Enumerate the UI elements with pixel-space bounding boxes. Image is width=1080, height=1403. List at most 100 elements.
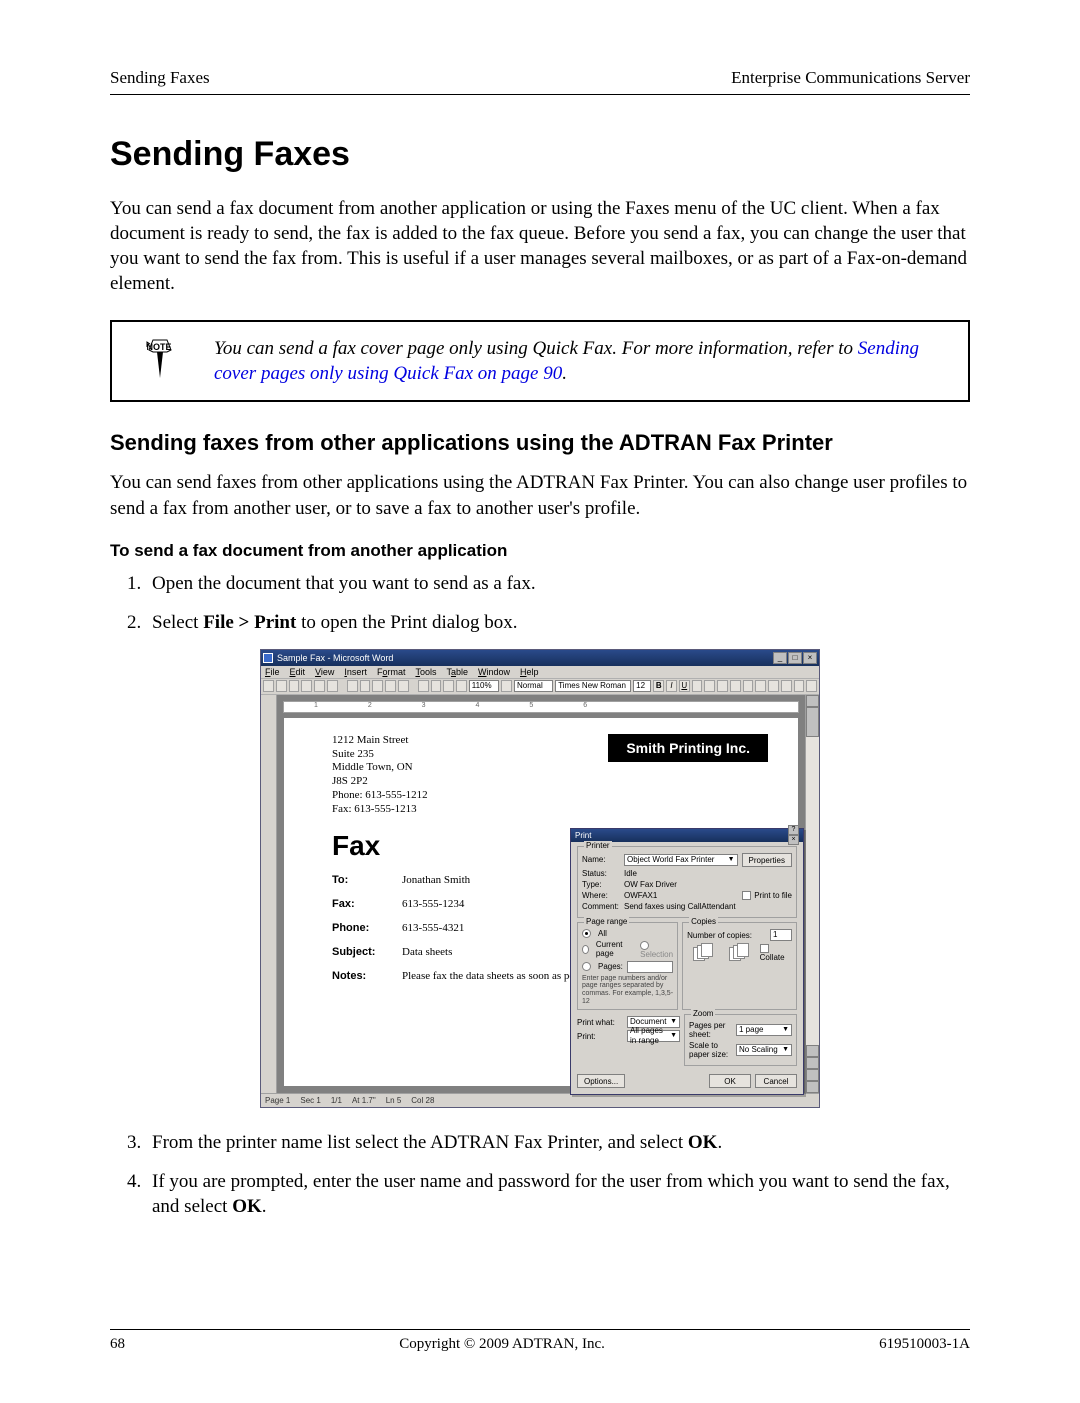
- addr-line: Middle Town, ON: [332, 761, 428, 775]
- tb-paste-icon[interactable]: [372, 680, 383, 692]
- status-page: Page 1: [265, 1096, 290, 1105]
- menu-file[interactable]: File: [265, 667, 280, 677]
- tb-table-icon[interactable]: [431, 680, 442, 692]
- tb-indent-icon[interactable]: [768, 680, 779, 692]
- addr-line: Phone: 613-555-1212: [332, 789, 428, 803]
- svg-text:NOTE: NOTE: [146, 342, 171, 352]
- note-lead: You can send a fax cover page only using…: [214, 338, 858, 359]
- tb-bullets-icon[interactable]: [730, 680, 741, 692]
- fontsize-select[interactable]: 12: [633, 680, 651, 692]
- tb-outdent-icon[interactable]: [755, 680, 766, 692]
- tb-left-icon[interactable]: [692, 680, 703, 692]
- running-header: Sending Faxes Enterprise Communications …: [110, 68, 970, 95]
- collate-checkbox[interactable]: [760, 944, 769, 953]
- step-2: Select File > Print to open the Print di…: [146, 610, 970, 635]
- style-select[interactable]: Normal: [514, 680, 553, 692]
- menu-help[interactable]: Help: [520, 667, 539, 677]
- printer-name-label: Name:: [582, 855, 620, 864]
- tb-bold-icon[interactable]: B: [653, 680, 664, 692]
- zoom-group: Zoom Pages per sheet: 1 page▼ Scale to p…: [684, 1014, 797, 1066]
- menu-format[interactable]: Format: [377, 667, 406, 677]
- browse-next-icon[interactable]: [806, 1081, 819, 1093]
- range-pages-input[interactable]: [627, 961, 673, 973]
- field-value: 613-555-4321: [402, 922, 464, 934]
- menu-window[interactable]: Window: [478, 667, 510, 677]
- footer-page: 68: [110, 1336, 125, 1353]
- step-3-bold: OK: [688, 1132, 718, 1153]
- scale-label: Scale to paper size:: [689, 1041, 732, 1059]
- menu-tools[interactable]: Tools: [415, 667, 436, 677]
- tb-italic-icon[interactable]: I: [666, 680, 677, 692]
- addr-line: Fax: 613-555-1213: [332, 803, 428, 817]
- zoom-select[interactable]: 110%: [469, 680, 499, 692]
- section-heading: Sending faxes from other applications us…: [110, 430, 970, 456]
- range-current-radio[interactable]: [582, 945, 589, 954]
- menu-insert[interactable]: Insert: [344, 667, 367, 677]
- tb-undo-icon[interactable]: [385, 680, 396, 692]
- ok-button[interactable]: OK: [709, 1074, 751, 1088]
- tb-right-icon[interactable]: [717, 680, 728, 692]
- tb-col-icon[interactable]: [443, 680, 454, 692]
- note-tail: .: [562, 363, 567, 384]
- tb-link-icon[interactable]: [418, 680, 429, 692]
- range-pages-radio[interactable]: [582, 962, 591, 971]
- menu-edit[interactable]: Edit: [290, 667, 306, 677]
- tb-help-icon[interactable]: [501, 680, 512, 692]
- printer-name-select[interactable]: Object World Fax Printer▼: [624, 854, 738, 866]
- copies-group: Copies Number of copies:1 Collate: [682, 922, 797, 1010]
- range-all-radio[interactable]: [582, 929, 591, 938]
- options-button[interactable]: Options...: [577, 1074, 625, 1088]
- scroll-thumb[interactable]: [806, 707, 819, 737]
- tb-preview-icon[interactable]: [314, 680, 325, 692]
- cancel-button[interactable]: Cancel: [755, 1074, 797, 1088]
- maximize-button[interactable]: □: [788, 652, 802, 664]
- tb-open-icon[interactable]: [276, 680, 287, 692]
- tb-print-icon[interactable]: [301, 680, 312, 692]
- steps-list-cont: From the printer name list select the AD…: [110, 1130, 970, 1219]
- section-paragraph: You can send faxes from other applicatio…: [110, 470, 970, 520]
- tb-copy-icon[interactable]: [360, 680, 371, 692]
- tb-new-icon[interactable]: [263, 680, 274, 692]
- print-to-file-checkbox[interactable]: [742, 891, 751, 900]
- tb-save-icon[interactable]: [289, 680, 300, 692]
- tb-spell-icon[interactable]: [327, 680, 338, 692]
- scroll-up-icon[interactable]: [806, 695, 819, 707]
- pps-select[interactable]: 1 page▼: [736, 1024, 792, 1036]
- properties-button[interactable]: Properties: [742, 853, 792, 867]
- tb-fontcolor-icon[interactable]: [806, 680, 817, 692]
- collate-icon: [729, 943, 755, 963]
- tb-center-icon[interactable]: [704, 680, 715, 692]
- close-button[interactable]: ×: [803, 652, 817, 664]
- vertical-scrollbar[interactable]: [805, 695, 819, 1093]
- step-4: If you are prompted, enter the user name…: [146, 1169, 970, 1219]
- titlebar: Sample Fax - Microsoft Word _ □ ×: [261, 650, 819, 666]
- browse-select-icon[interactable]: [806, 1069, 819, 1081]
- tb-cut-icon[interactable]: [347, 680, 358, 692]
- print-scope-select[interactable]: All pages in range▼: [627, 1030, 680, 1042]
- font-select[interactable]: Times New Roman: [555, 680, 631, 692]
- minimize-button[interactable]: _: [773, 652, 787, 664]
- tb-border-icon[interactable]: [781, 680, 792, 692]
- menu-view[interactable]: View: [315, 667, 334, 677]
- tb-underline-icon[interactable]: U: [679, 680, 690, 692]
- dialog-close-button[interactable]: ×: [788, 835, 799, 845]
- tb-draw-icon[interactable]: [456, 680, 467, 692]
- window-buttons: _ □ ×: [773, 652, 817, 664]
- dialog-help-button[interactable]: ?: [788, 825, 799, 835]
- tb-numbers-icon[interactable]: [743, 680, 754, 692]
- printer-group: Printer Name: Object World Fax Printer▼ …: [577, 846, 797, 918]
- menu-table[interactable]: Table: [446, 667, 468, 677]
- window-title: Sample Fax - Microsoft Word: [277, 653, 393, 663]
- tb-highlight-icon[interactable]: [794, 680, 805, 692]
- range-pages-label: Pages:: [598, 962, 623, 971]
- range-current-label: Current page: [596, 940, 628, 958]
- scroll-down-icon[interactable]: [806, 1045, 819, 1057]
- scale-select[interactable]: No Scaling▼: [736, 1044, 792, 1056]
- copies-input[interactable]: 1: [770, 929, 792, 941]
- browse-prev-icon[interactable]: [806, 1057, 819, 1069]
- note-text: You can send a fax cover page only using…: [214, 336, 950, 386]
- print-dialog-title: Print: [575, 831, 591, 840]
- range-selection-radio[interactable]: [640, 941, 649, 950]
- step-1: Open the document that you want to send …: [146, 571, 970, 596]
- tb-redo-icon[interactable]: [398, 680, 409, 692]
